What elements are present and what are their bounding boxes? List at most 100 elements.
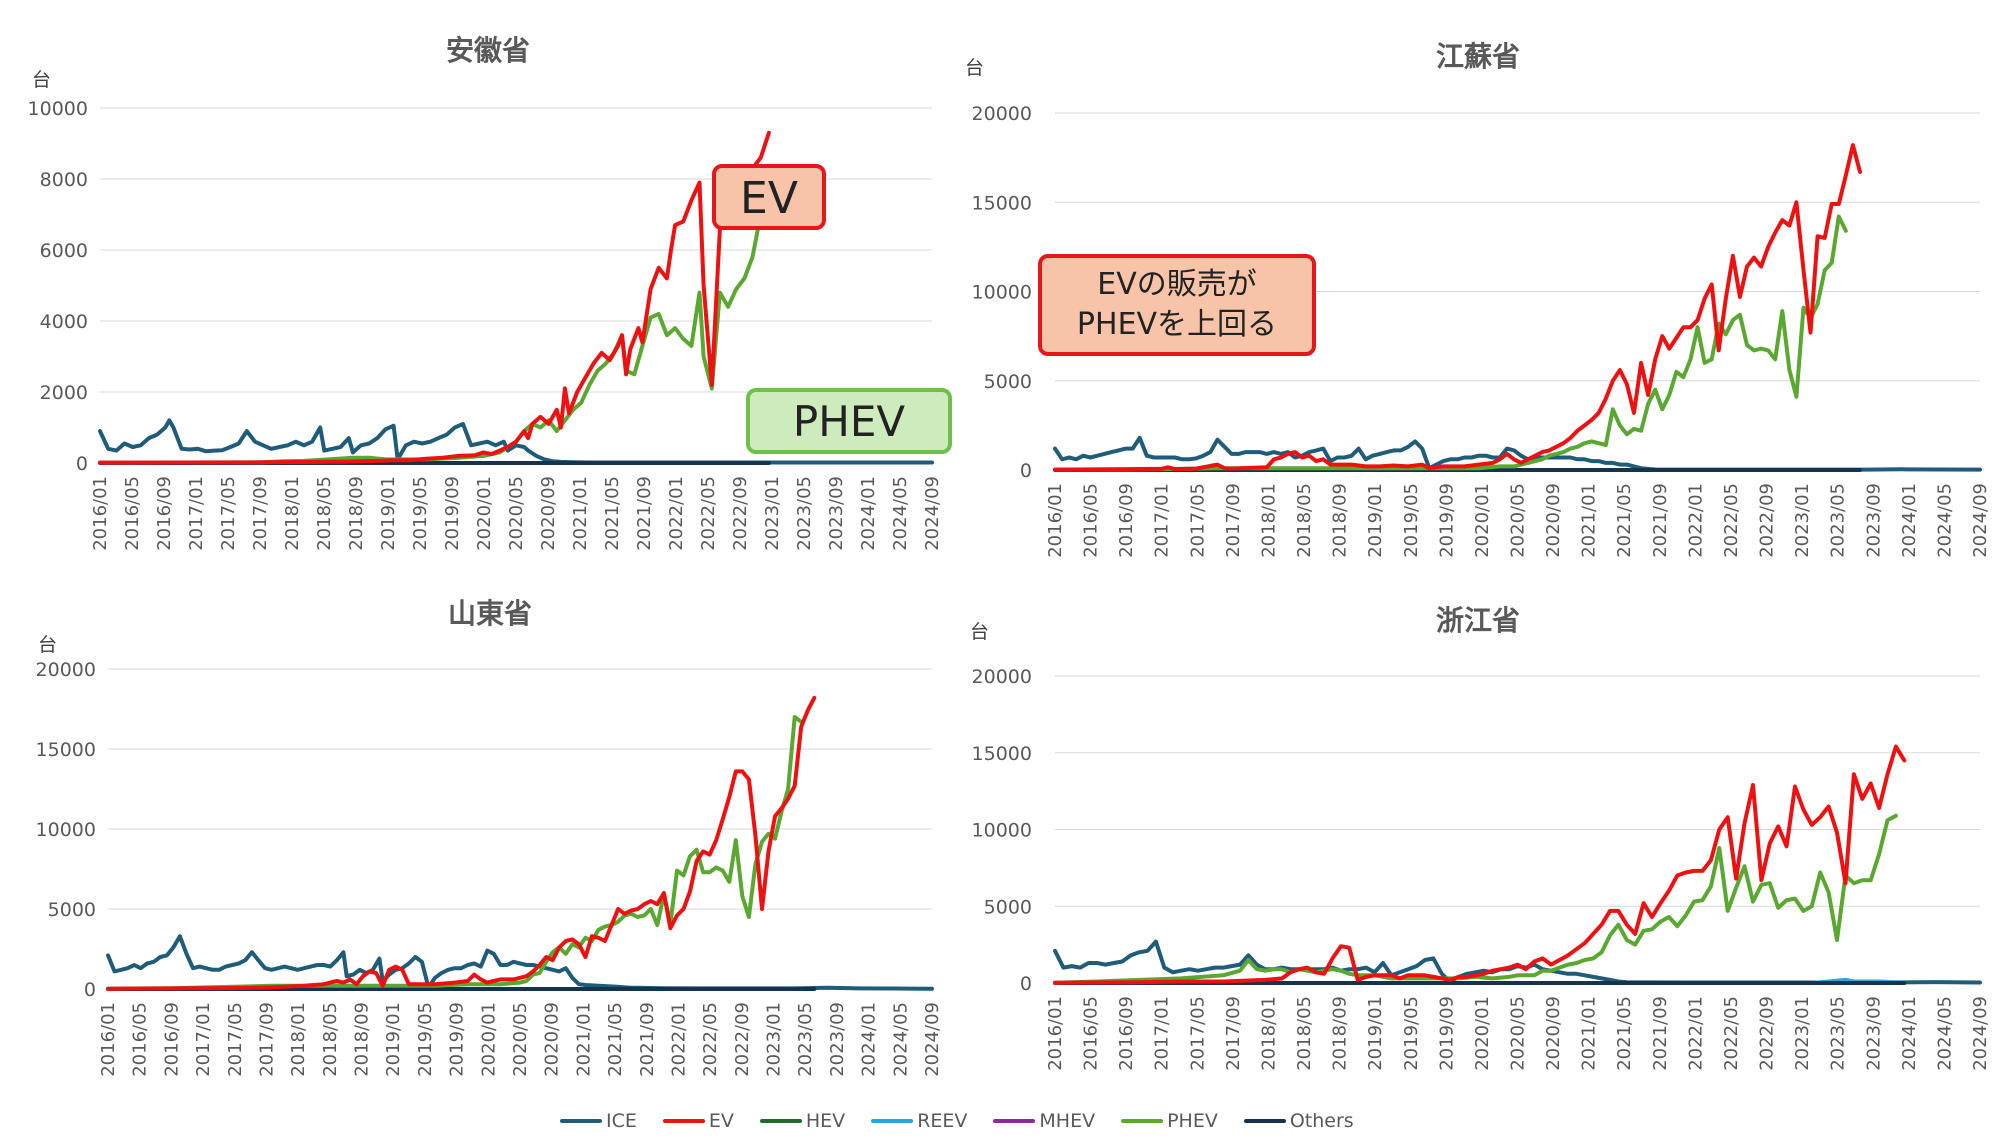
chart-2-annotation-text: PHEVを上回る xyxy=(1077,307,1277,342)
chart-4-xtick-label: 2019/01 xyxy=(1365,996,1386,1071)
chart-2-annotation-box xyxy=(1038,254,1316,356)
chart-4-xtick-label: 2018/01 xyxy=(1258,996,1279,1071)
chart-1-title: 安徽省 xyxy=(446,34,530,67)
chart-2-xtick-label: 2024/09 xyxy=(1970,483,1991,558)
chart-1-annotation-ev: EV xyxy=(712,164,826,230)
chart-2-annotation-text: EVの販売が xyxy=(1097,267,1256,302)
chart-3-xtick-label: 2017/09 xyxy=(256,1002,277,1077)
chart-4-xtick-label: 2016/05 xyxy=(1081,996,1102,1071)
chart-1-xtick-label: 2020/01 xyxy=(474,476,495,551)
legend-label-hev: HEV xyxy=(805,1110,846,1132)
legend-item-ev: EV xyxy=(662,1110,734,1132)
chart-4-xtick-label: 2018/09 xyxy=(1330,996,1351,1071)
chart-1-xtick-label: 2022/01 xyxy=(666,476,687,551)
chart-4-xtick-label: 2018/05 xyxy=(1294,996,1315,1071)
chart-1-ytick-label: 0 xyxy=(76,453,88,475)
chart-3-xtick-label: 2024/09 xyxy=(922,1002,943,1077)
chart-2-xtick-label: 2022/09 xyxy=(1757,483,1778,558)
chart-4-ytick-label: 0 xyxy=(1020,973,1032,995)
chart-1-xtick-label: 2023/09 xyxy=(826,476,847,551)
chart-2-unit-label: 台 xyxy=(965,57,984,79)
chart-4-ytick-label: 10000 xyxy=(972,820,1032,842)
chart-1-annotation-phev: PHEV xyxy=(746,388,952,454)
chart-4-xtick-label: 2019/05 xyxy=(1401,996,1422,1071)
chart-2-xtick-label: 2024/01 xyxy=(1899,483,1920,558)
chart-3-ytick-label: 0 xyxy=(84,979,96,1001)
legend: ICE EV HEV REEV MHEV PHEV Others xyxy=(560,1106,1460,1136)
legend-item-ice: ICE xyxy=(560,1110,637,1132)
chart-1-ytick-label: 10000 xyxy=(28,98,88,120)
chart-4-xtick-label: 2020/05 xyxy=(1508,996,1529,1071)
chart-1-annotation-box xyxy=(746,388,952,454)
chart-2-xtick-label: 2022/05 xyxy=(1721,483,1742,558)
chart-4-xtick-label: 2024/05 xyxy=(1934,996,1955,1071)
chart-2-xtick-label: 2021/05 xyxy=(1614,483,1635,558)
legend-swatch-phev xyxy=(1121,1119,1164,1123)
chart-1-xtick-label: 2024/05 xyxy=(890,476,911,551)
chart-1-unit-label: 台 xyxy=(32,69,51,91)
chart-1-xtick-label: 2021/05 xyxy=(602,476,623,551)
chart-2-series-ice xyxy=(1053,435,1982,472)
chart-2-xtick-label: 2021/01 xyxy=(1579,483,1600,558)
chart-4-ytick-label: 5000 xyxy=(984,896,1032,918)
chart-2-ytick-label: 15000 xyxy=(972,192,1032,214)
chart-1-xtick-label: 2017/01 xyxy=(186,476,207,551)
chart-3-xtick-label: 2016/05 xyxy=(130,1002,151,1077)
chart-1-xtick-label: 2018/01 xyxy=(282,476,303,551)
chart-1-xtick-label: 2018/09 xyxy=(346,476,367,551)
chart-2-xtick-label: 2017/01 xyxy=(1152,483,1173,558)
chart-1-xtick-label: 2016/05 xyxy=(122,476,143,551)
chart-2-xtick-label: 2018/09 xyxy=(1330,483,1351,558)
chart-1-xtick-label: 2016/09 xyxy=(154,476,175,551)
chart-3-xtick-label: 2017/05 xyxy=(225,1002,246,1077)
chart-1-series-ev xyxy=(98,130,771,465)
chart-2-ytick-label: 10000 xyxy=(972,282,1032,304)
chart-1-xtick-label: 2016/01 xyxy=(90,476,111,551)
chart-2-xtick-label: 2023/05 xyxy=(1828,483,1849,558)
chart-1-xtick-label: 2019/09 xyxy=(442,476,463,551)
chart-3-xtick-label: 2018/01 xyxy=(288,1002,309,1077)
chart-2-xtick-label: 2019/09 xyxy=(1436,483,1457,558)
chart-3-unit-label: 台 xyxy=(38,634,57,656)
chart-4-xtick-label: 2020/01 xyxy=(1472,996,1493,1071)
chart-3-xtick-label: 2022/09 xyxy=(732,1002,753,1077)
chart-4-ytick-label: 20000 xyxy=(972,666,1032,688)
chart-2-xtick-label: 2016/05 xyxy=(1081,483,1102,558)
chart-3-xtick-label: 2024/01 xyxy=(859,1002,880,1077)
chart-1-xtick-label: 2019/05 xyxy=(410,476,431,551)
chart-2-series-ev xyxy=(1053,143,1862,472)
legend-item-others: Others xyxy=(1243,1110,1354,1132)
chart-1-xtick-label: 2022/05 xyxy=(698,476,719,551)
chart-3-xtick-label: 2022/01 xyxy=(668,1002,689,1077)
chart-2-xtick-label: 2019/01 xyxy=(1365,483,1386,558)
chart-1-xtick-label: 2021/01 xyxy=(570,476,591,551)
chart-3-ytick-label: 5000 xyxy=(48,899,96,921)
chart-3-xtick-label: 2023/05 xyxy=(795,1002,816,1077)
chart-1-xtick-label: 2019/01 xyxy=(378,476,399,551)
chart-2-title: 江蘇省 xyxy=(1436,40,1520,73)
chart-1-xtick-label: 2024/09 xyxy=(922,476,943,551)
legend-item-mhev: MHEV xyxy=(993,1110,1095,1132)
chart-2-xtick-label: 2023/01 xyxy=(1792,483,1813,558)
legend-label-phev: PHEV xyxy=(1167,1110,1218,1132)
chart-2-ytick-label: 5000 xyxy=(984,371,1032,393)
legend-swatch-ice xyxy=(560,1119,602,1123)
chart-3-xtick-label: 2023/09 xyxy=(827,1002,848,1077)
chart-3-xtick-label: 2019/09 xyxy=(447,1002,468,1077)
legend-item-hev: HEV xyxy=(759,1110,846,1132)
legend-label-others: Others xyxy=(1289,1110,1354,1132)
chart-2-ytick-label: 20000 xyxy=(972,103,1032,125)
chart-1-xtick-label: 2020/05 xyxy=(506,476,527,551)
chart-2-xtick-label: 2021/09 xyxy=(1650,483,1671,558)
chart-2-xtick-label: 2022/01 xyxy=(1685,483,1706,558)
chart-4-xtick-label: 2016/09 xyxy=(1116,996,1137,1071)
chart-4-xtick-label: 2024/09 xyxy=(1970,996,1991,1071)
chart-4-xtick-label: 2017/09 xyxy=(1223,996,1244,1071)
legend-item-phev: PHEV xyxy=(1121,1110,1218,1132)
legend-swatch-others xyxy=(1243,1119,1286,1123)
chart-4-xtick-label: 2019/09 xyxy=(1436,996,1457,1071)
chart-1-annotation-text: PHEV xyxy=(793,397,905,446)
chart-4-xtick-label: 2023/01 xyxy=(1792,996,1813,1071)
chart-2-ytick-label: 0 xyxy=(1020,460,1032,482)
chart-3-xtick-label: 2022/05 xyxy=(700,1002,721,1077)
